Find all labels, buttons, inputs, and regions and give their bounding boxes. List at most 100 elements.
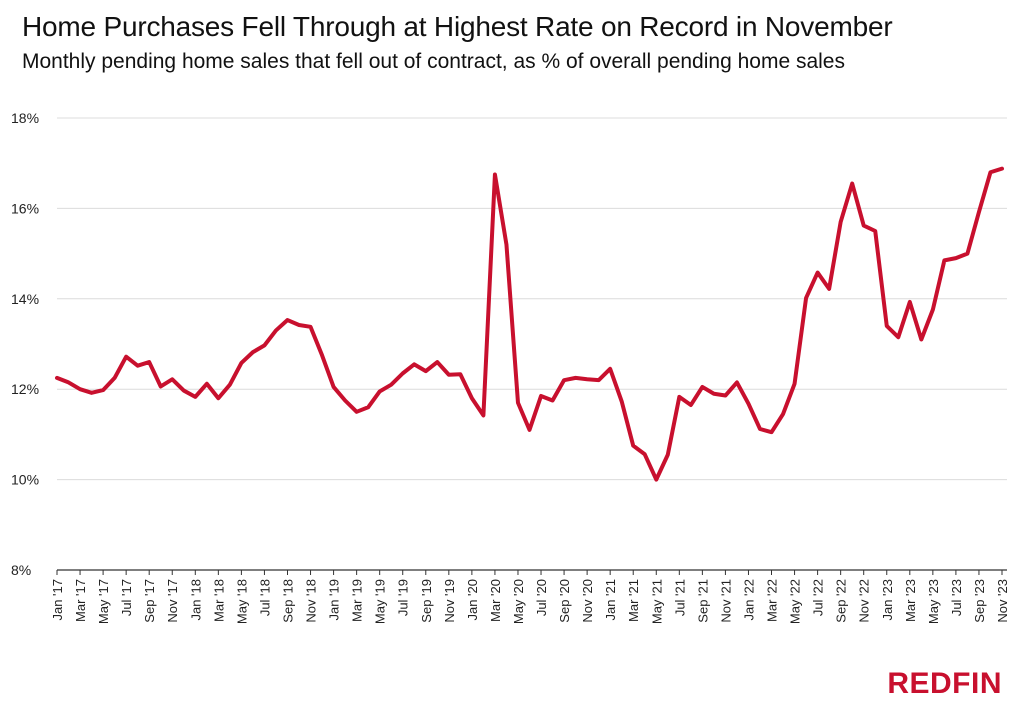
x-tick-label: Nov '20	[580, 579, 595, 623]
data-point	[435, 360, 439, 364]
y-tick-label: 18%	[11, 110, 39, 126]
data-point	[78, 387, 82, 391]
x-tick-label: Jan '17	[50, 579, 65, 621]
y-tick-label: 10%	[11, 472, 39, 488]
data-point	[216, 396, 220, 400]
data-point	[366, 405, 370, 409]
data-point	[332, 385, 336, 389]
data-point	[251, 350, 255, 354]
x-tick-label: May '19	[373, 579, 388, 624]
data-point	[908, 300, 912, 304]
data-point	[700, 385, 704, 389]
data-point	[551, 399, 555, 403]
x-tick-label: Jul '18	[257, 579, 272, 616]
data-point	[101, 388, 105, 392]
series-line	[55, 166, 1004, 482]
x-tick-label: Sep '18	[280, 579, 295, 623]
data-point	[297, 323, 301, 327]
y-axis-tick-labels: 8% 10% 12% 14% 16% 18%	[11, 110, 39, 578]
data-point	[1000, 167, 1004, 171]
data-point	[481, 413, 485, 417]
data-point	[528, 428, 532, 432]
x-tick-label: Jan '19	[327, 579, 342, 621]
x-tick-label: Mar '21	[626, 579, 641, 622]
data-point	[182, 389, 186, 393]
data-point	[931, 308, 935, 312]
x-tick-label: Jul '20	[534, 579, 549, 616]
x-tick-label: May '18	[234, 579, 249, 624]
x-tick-label: May '17	[96, 579, 111, 624]
data-point	[804, 296, 808, 300]
data-point	[493, 173, 497, 177]
x-tick-label: Sep '21	[695, 579, 710, 623]
data-point	[965, 252, 969, 256]
data-point	[666, 453, 670, 457]
data-point	[862, 224, 866, 228]
data-point	[470, 396, 474, 400]
data-point	[355, 410, 359, 414]
data-point	[539, 394, 543, 398]
chart-subtitle: Monthly pending home sales that fell out…	[22, 50, 845, 73]
data-point	[55, 376, 59, 380]
x-tick-label: Sep '17	[142, 579, 157, 623]
data-point	[285, 318, 289, 322]
data-point	[424, 369, 428, 373]
data-point	[378, 389, 382, 393]
data-point	[458, 372, 462, 376]
data-point	[873, 229, 877, 233]
data-point	[689, 403, 693, 407]
data-point	[885, 324, 889, 328]
data-point	[412, 362, 416, 366]
data-point	[205, 382, 209, 386]
data-point	[401, 371, 405, 375]
data-point	[389, 383, 393, 387]
x-tick-label: May '23	[926, 579, 941, 624]
x-tick-label: May '20	[511, 579, 526, 624]
data-point	[516, 401, 520, 405]
data-point	[942, 258, 946, 262]
x-tick-label: Nov '17	[165, 579, 180, 623]
redfin-logo: REDFIN	[887, 667, 1002, 700]
x-tick-label: Nov '18	[304, 579, 319, 623]
data-point	[654, 478, 658, 482]
data-point	[562, 378, 566, 382]
data-point	[816, 271, 820, 275]
data-point	[309, 325, 313, 329]
x-tick-label: Sep '20	[557, 579, 572, 623]
data-point	[343, 399, 347, 403]
data-point	[147, 360, 151, 364]
x-tick-label: Mar '19	[350, 579, 365, 622]
data-point	[850, 182, 854, 186]
x-tick-label: Jul '19	[396, 579, 411, 616]
data-point	[620, 399, 624, 403]
y-tick-label: 16%	[11, 200, 39, 216]
data-point	[447, 373, 451, 377]
data-point	[919, 337, 923, 341]
data-point	[770, 430, 774, 434]
data-point	[113, 376, 117, 380]
x-tick-label: Mar '22	[765, 579, 780, 622]
x-tick-label: Nov '22	[857, 579, 872, 623]
x-tick-label: Jan '23	[880, 579, 895, 621]
x-tick-label: Sep '22	[834, 579, 849, 623]
y-tick-label: 8%	[11, 562, 31, 578]
data-point	[262, 343, 266, 347]
x-tick-label: May '21	[649, 579, 664, 624]
data-point	[170, 377, 174, 381]
data-point	[608, 367, 612, 371]
data-point	[954, 256, 958, 260]
data-point	[827, 287, 831, 291]
data-series	[55, 166, 1004, 482]
x-tick-label: Mar '23	[903, 579, 918, 622]
data-point	[631, 444, 635, 448]
x-tick-label: Sep '23	[972, 579, 987, 623]
x-tick-label: Sep '19	[419, 579, 434, 623]
data-point	[274, 328, 278, 332]
x-tick-label: Mar '20	[488, 579, 503, 622]
data-point	[746, 402, 750, 406]
x-tick-label: Mar '18	[211, 579, 226, 622]
data-point	[793, 382, 797, 386]
y-tick-label: 14%	[11, 291, 39, 307]
x-tick-label: Nov '21	[718, 579, 733, 623]
x-tick-label: May '22	[788, 579, 803, 624]
